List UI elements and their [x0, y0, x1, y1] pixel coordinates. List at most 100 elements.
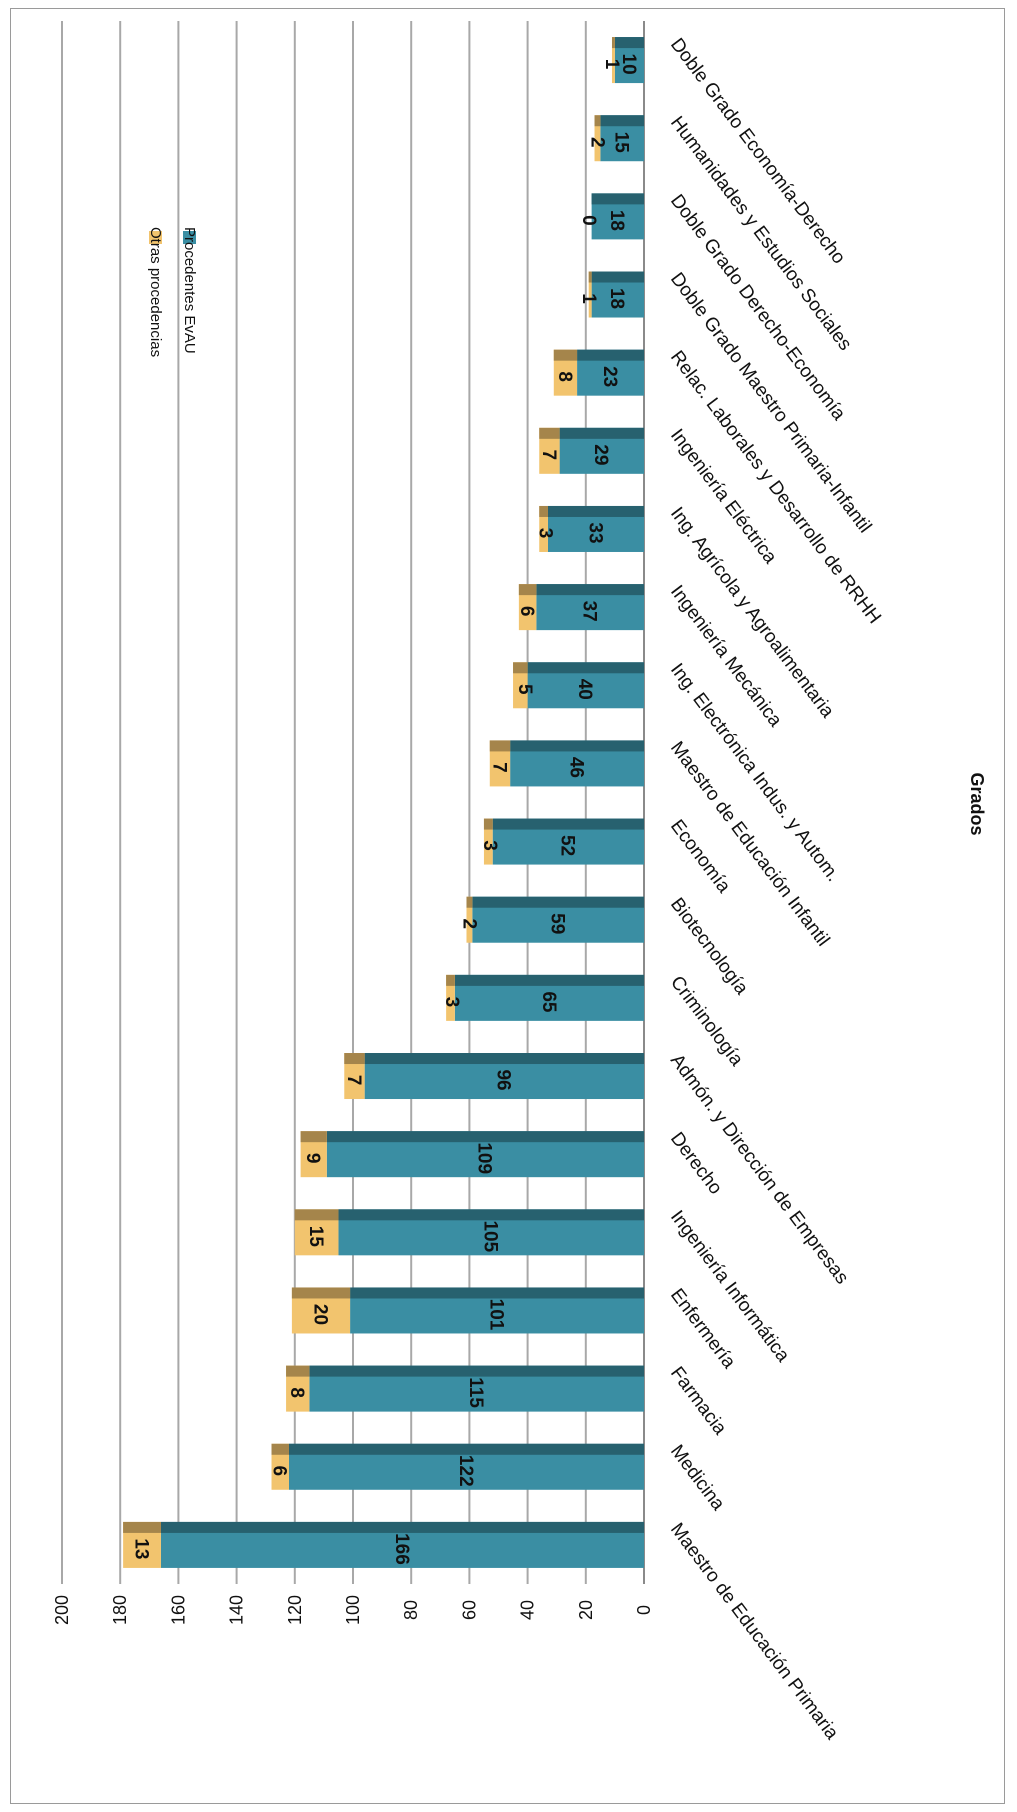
bar-segment-top-face: [518, 584, 537, 596]
legend: Otras procedencias Procedentes EvAU: [147, 227, 198, 357]
category-label: Relac. Laborales y Desarrollo de RRHH: [666, 347, 885, 628]
data-label-evau: 18: [606, 210, 627, 231]
bar-segment-otras: [588, 271, 592, 318]
category-label: Maestro de Educación Primaria: [666, 1519, 843, 1744]
category-label: Derecho: [666, 1129, 726, 1199]
category-label: Farmacia: [666, 1363, 731, 1439]
legend-swatch: [149, 231, 162, 244]
bar-segment-otras: [611, 37, 615, 84]
data-label-otras: 3: [441, 997, 462, 1008]
stacked-bar-chart: 1661312261158101201051510999676535925234…: [52, 21, 987, 1744]
y-tick-label: 0: [634, 1605, 654, 1615]
data-label-otras: 8: [286, 1387, 307, 1398]
data-label-otras: 8: [554, 371, 575, 382]
y-tick-label: 100: [343, 1595, 363, 1625]
data-label-otras: 3: [479, 840, 500, 851]
data-label-otras: 3: [534, 528, 555, 539]
data-label-evau: 33: [584, 522, 605, 543]
category-label: Ingeniería Eléctrica: [666, 425, 781, 568]
bar-segment-top-face: [446, 974, 455, 986]
bar-segment-top-face: [338, 1209, 644, 1221]
bar-segment-top-face: [364, 1053, 644, 1065]
data-label-evau: 65: [538, 991, 559, 1013]
data-label-evau: 40: [574, 679, 595, 700]
data-label-evau: 166: [391, 1533, 412, 1565]
bar-segment-top-face: [466, 896, 473, 908]
bar-segment-top-face: [539, 427, 560, 439]
category-label: Ingeniería Mecánica: [666, 581, 786, 731]
data-label-evau: 96: [493, 1069, 514, 1090]
data-label-evau: 115: [465, 1377, 486, 1408]
data-label-evau: 37: [579, 601, 600, 622]
bar-segment-top-face: [614, 37, 644, 49]
legend-label: Procedentes EvAU: [181, 227, 198, 354]
y-tick-label: 140: [227, 1595, 247, 1625]
data-label-evau: 10: [618, 54, 639, 75]
legend-label: Otras procedencias: [147, 227, 164, 357]
data-label-evau: 18: [606, 288, 627, 309]
bar-segment-top-face: [594, 115, 601, 127]
y-tick-label: 200: [52, 1595, 72, 1625]
data-label-otras: 2: [459, 918, 480, 929]
bar-segment-otras: [513, 662, 528, 709]
bar-segment-top-face: [553, 349, 578, 361]
bar-segment-top-face: [591, 271, 644, 283]
data-label-evau: 46: [565, 757, 586, 778]
category-labels: Maestro de Educación PrimariaMedicinaFar…: [666, 34, 885, 1744]
bar-segment-otras: [271, 1443, 289, 1490]
bar-segment-otras: [539, 427, 560, 474]
data-label-otras: 1: [578, 293, 599, 304]
bar-segment-top-face: [600, 115, 644, 127]
data-label-otras: 2: [587, 137, 608, 148]
data-label-otras: 13: [130, 1538, 151, 1559]
y-tick-label: 160: [168, 1595, 188, 1625]
data-label-otras: 7: [343, 1075, 364, 1086]
bar-segment-otras: [489, 740, 511, 787]
bar-segment-otras: [446, 974, 455, 1021]
bar-segment-otras: [344, 1053, 365, 1100]
data-label-evau: 109: [474, 1142, 495, 1174]
bar-segment-otras: [594, 115, 601, 162]
bar-segment-top-face: [513, 662, 528, 674]
y-tick-label: 80: [401, 1600, 421, 1620]
bar-segment-otras: [553, 349, 578, 396]
bar-segment-top-face: [288, 1443, 644, 1455]
data-label-otras: 15: [305, 1226, 326, 1248]
data-label-otras: 0: [578, 215, 599, 226]
bar-segment-otras: [466, 896, 473, 943]
y-tick-label: 180: [110, 1595, 130, 1625]
bar-segment-top-face: [483, 818, 493, 830]
y-tick-label: 60: [459, 1600, 479, 1620]
data-label-evau: 122: [455, 1455, 476, 1487]
bar-segment-top-face: [344, 1053, 365, 1065]
bar-segment-otras: [286, 1365, 310, 1412]
bar-segment-top-face: [527, 662, 644, 674]
bar-segment-otras: [518, 584, 537, 631]
value-axis-ticks: 0 20 40 60 80 100 120 140 160 180 200: [52, 1595, 654, 1625]
data-label-otras: 9: [302, 1153, 323, 1164]
data-label-evau: 52: [557, 835, 578, 856]
y-tick-label: 40: [518, 1600, 538, 1620]
bar-segment-top-face: [536, 584, 644, 596]
axis-titles: Grados: [967, 772, 987, 835]
data-label-evau: 23: [599, 366, 620, 387]
category-label: Medicina: [666, 1441, 729, 1515]
bar-segment-top-face: [454, 974, 644, 986]
data-label-otras: 20: [309, 1304, 330, 1325]
chart-frame: 166 13 122 6 115 8 101 20 105 15 109 9 96 7 65 3 59 2 52 3 4…: [10, 8, 1005, 1804]
bar-segment-top-face: [547, 505, 644, 517]
bar-segment-top-face: [588, 271, 592, 283]
data-label-otras: 6: [269, 1465, 290, 1476]
data-label-otras: 5: [514, 684, 535, 695]
bar-segment-top-face: [160, 1521, 644, 1533]
bar-labels: 1661312261158101201051510999676535925234…: [130, 54, 638, 1565]
x-axis-title: Grados: [967, 772, 987, 835]
bar-segment-top-face: [559, 427, 644, 439]
bar-segment-top-face: [489, 740, 511, 752]
bar-segment-otras: [483, 818, 493, 865]
bar-segment-top-face: [286, 1365, 310, 1377]
data-label-otras: 7: [488, 762, 509, 773]
bar-segment-top-face: [577, 349, 644, 361]
bar-segment-top-face: [300, 1131, 327, 1143]
data-label-otras: 6: [516, 606, 537, 617]
